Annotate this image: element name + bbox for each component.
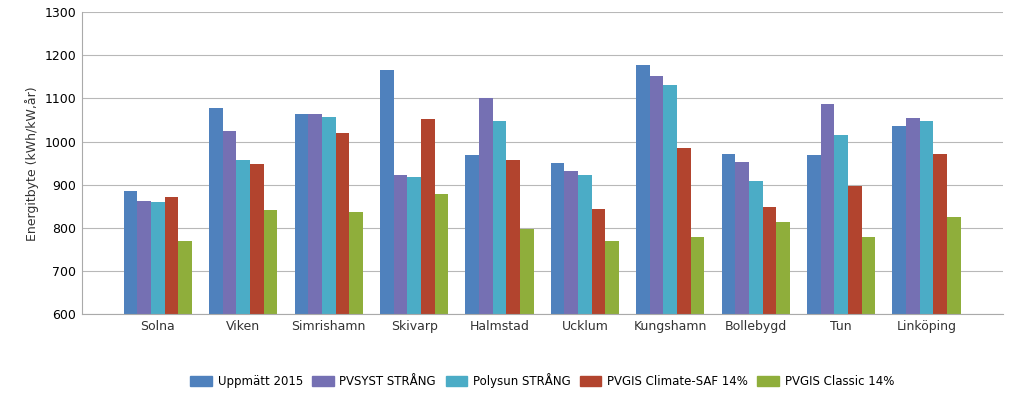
Bar <box>151 202 165 403</box>
Bar <box>947 217 961 403</box>
Bar <box>336 133 349 403</box>
Bar <box>209 108 223 403</box>
Bar <box>380 71 394 403</box>
Bar <box>636 65 650 403</box>
Bar <box>550 163 565 403</box>
Bar <box>465 156 479 403</box>
Bar <box>762 207 776 403</box>
Bar <box>749 181 762 403</box>
Bar <box>137 201 151 403</box>
Bar <box>820 104 835 403</box>
Bar <box>906 118 920 403</box>
Bar <box>933 154 947 403</box>
Bar <box>420 119 435 403</box>
Bar <box>223 131 236 403</box>
Bar <box>124 191 137 403</box>
Bar <box>591 209 606 403</box>
Bar <box>565 170 578 403</box>
Bar <box>520 229 534 403</box>
Bar <box>650 76 664 403</box>
Bar <box>322 117 336 403</box>
Bar <box>250 164 264 403</box>
Bar <box>236 160 250 403</box>
Bar <box>493 121 506 403</box>
Bar <box>407 177 420 403</box>
Bar <box>295 114 308 403</box>
Bar <box>435 194 448 403</box>
Bar <box>920 121 933 403</box>
Bar <box>835 135 848 403</box>
Bar <box>394 175 407 403</box>
Bar <box>776 222 790 403</box>
Bar <box>664 85 677 403</box>
Bar <box>892 126 906 403</box>
Bar <box>178 241 192 403</box>
Legend: Uppmätt 2015, PVSYST STRÅNG, Polysun STRÅNG, PVGIS Climate-SAF 14%, PVGIS Classi: Uppmätt 2015, PVSYST STRÅNG, Polysun STR… <box>186 369 898 393</box>
Bar <box>721 154 736 403</box>
Bar <box>861 237 876 403</box>
Bar <box>506 160 520 403</box>
Bar <box>807 156 820 403</box>
Y-axis label: Energitbyte (kWh/kW,år): Energitbyte (kWh/kW,år) <box>25 86 39 241</box>
Bar <box>349 212 363 403</box>
Bar <box>264 210 277 403</box>
Bar <box>479 98 493 403</box>
Bar <box>578 175 591 403</box>
Bar <box>165 197 178 403</box>
Bar <box>691 237 705 403</box>
Bar <box>736 162 749 403</box>
Bar <box>677 148 691 403</box>
Bar <box>308 114 322 403</box>
Bar <box>606 241 619 403</box>
Bar <box>848 186 861 403</box>
